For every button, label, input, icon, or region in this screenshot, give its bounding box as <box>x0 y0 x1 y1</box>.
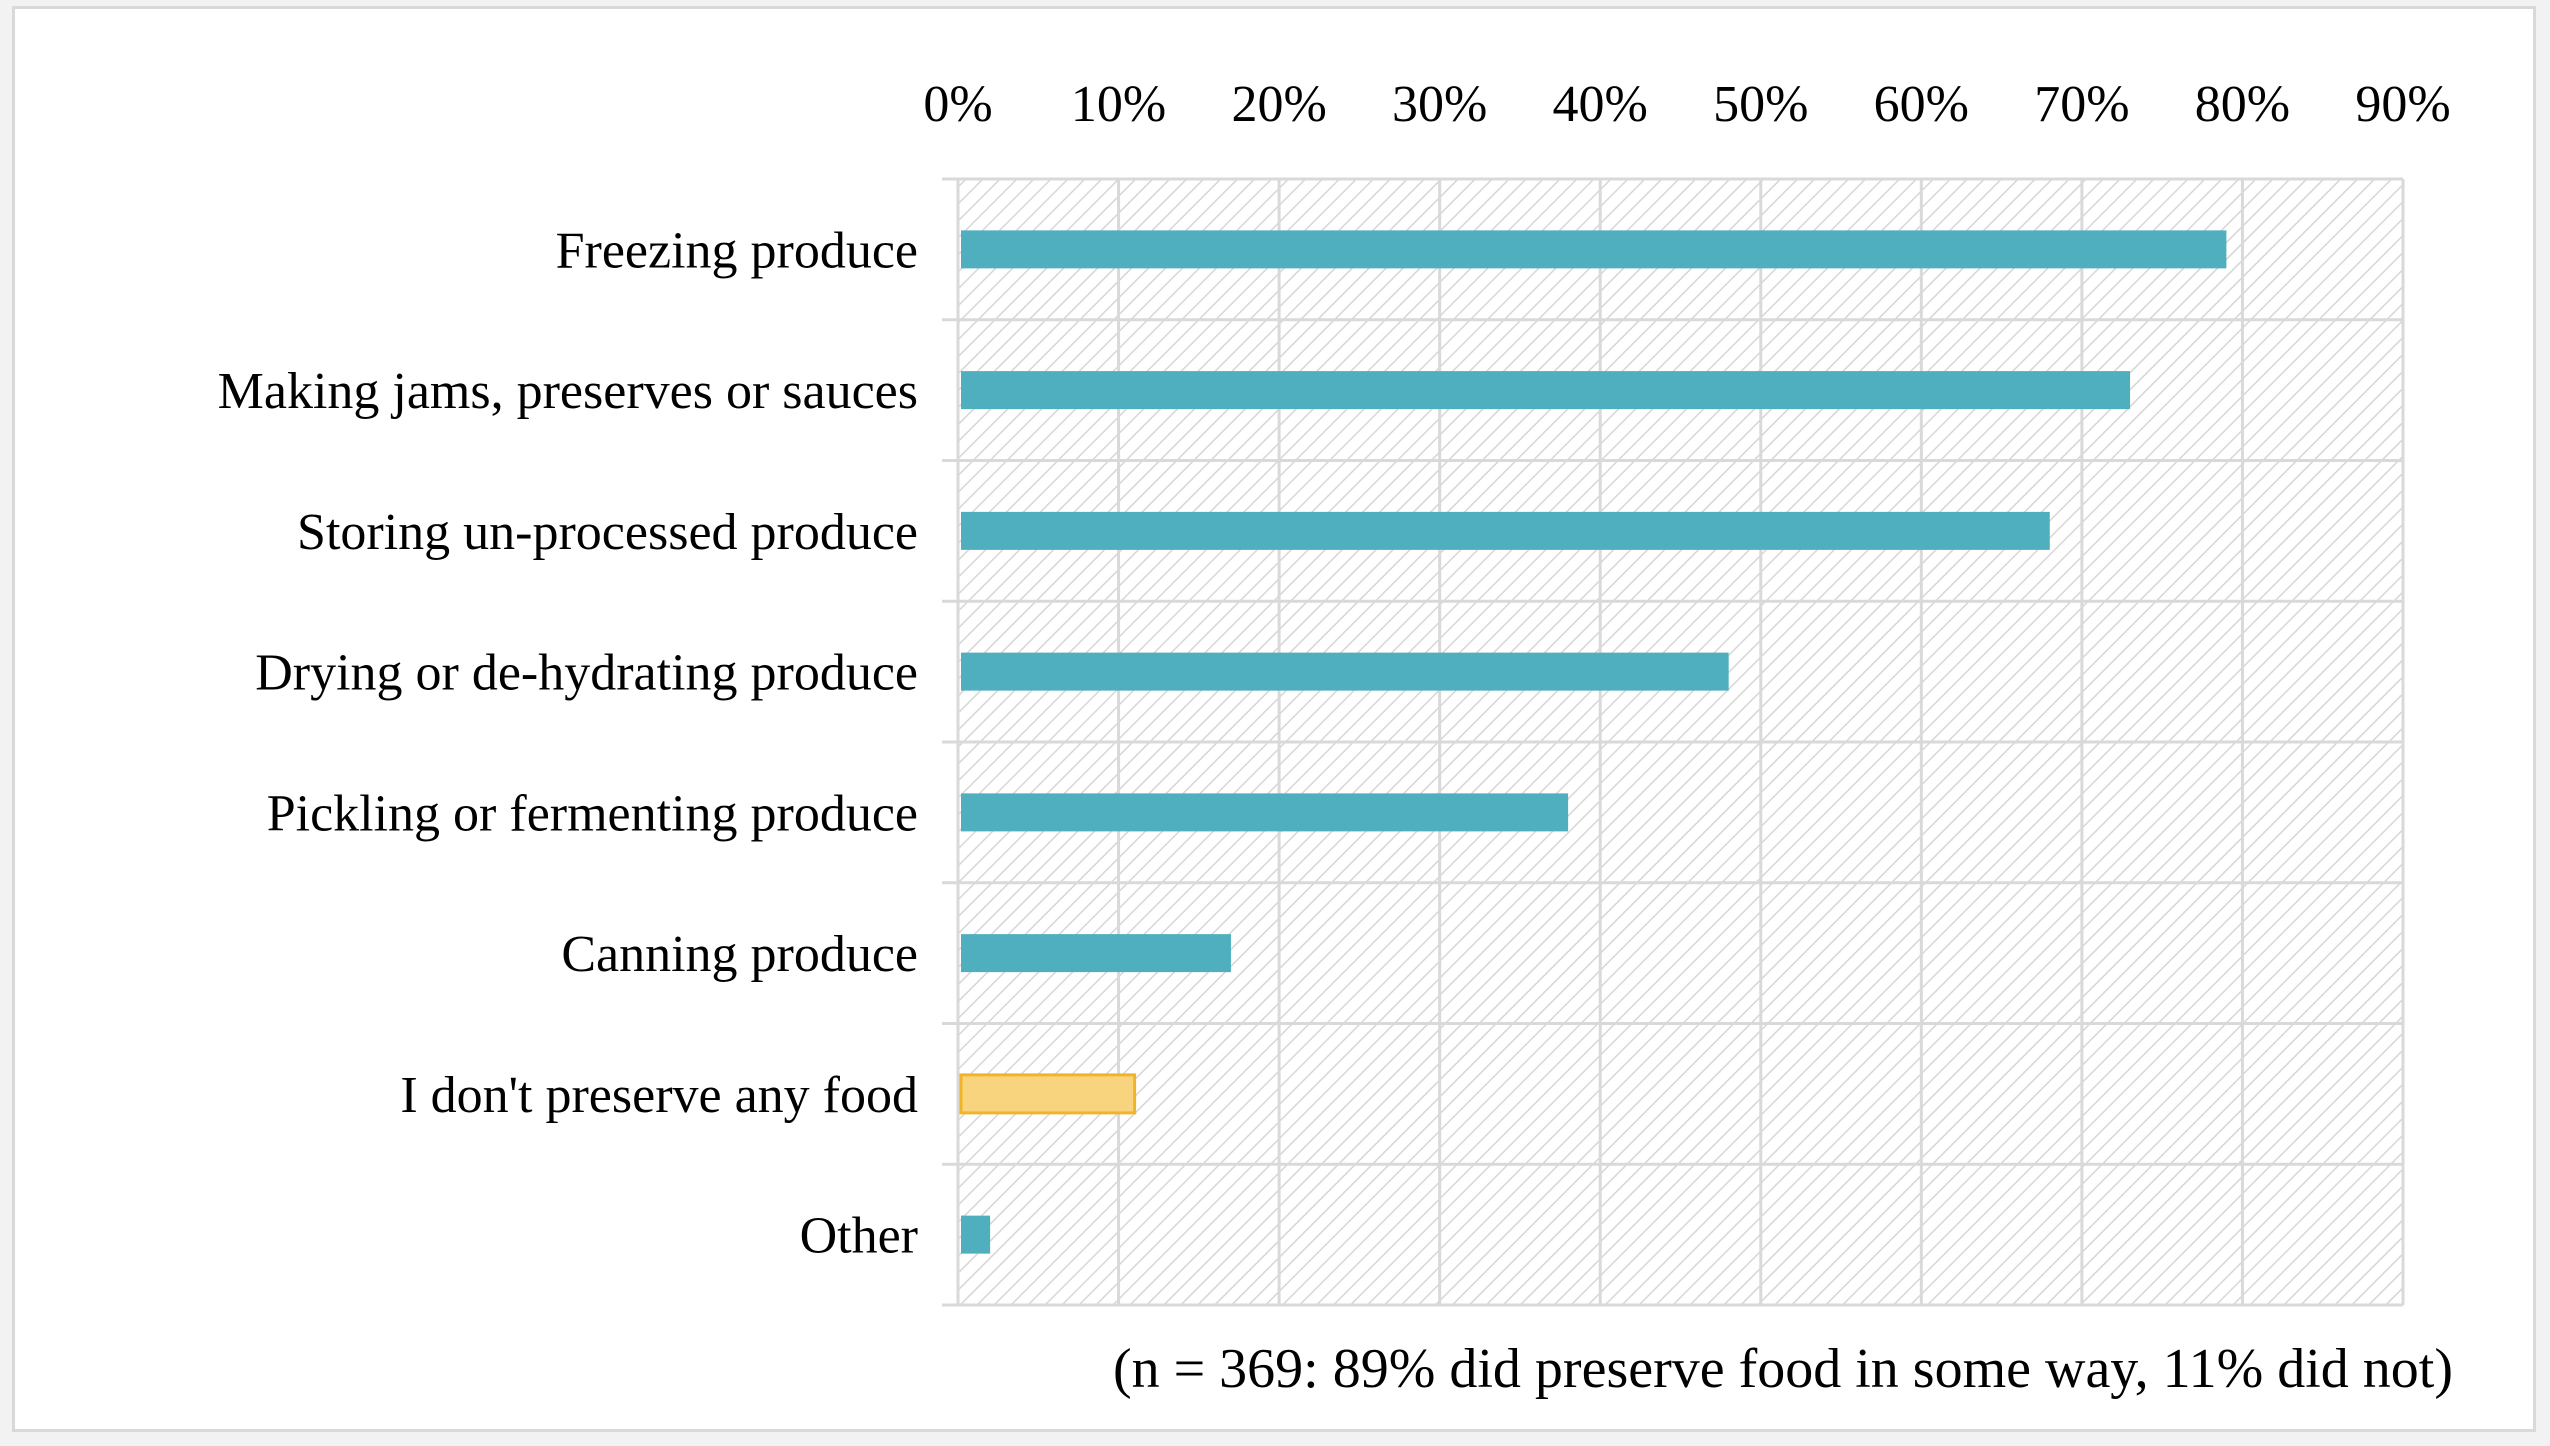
x-tick-label: 60% <box>1874 76 1969 133</box>
category-label: Making jams, preserves or sauces <box>218 363 918 420</box>
x-tick-label: 30% <box>1392 76 1487 133</box>
bar-0 <box>961 230 2227 269</box>
bar-6 <box>959 1073 1137 1115</box>
gridlines <box>942 177 2405 1307</box>
category-label: Pickling or fermenting produce <box>267 785 918 842</box>
x-tick-label: 90% <box>2355 76 2450 133</box>
x-tick-label: 10% <box>1071 76 1166 133</box>
x-tick-label: 40% <box>1553 76 1648 133</box>
x-tick-label: 70% <box>2034 76 2129 133</box>
bars <box>959 230 2227 1254</box>
bar-2 <box>961 511 2050 550</box>
category-label: Storing un-processed produce <box>297 504 918 561</box>
bar-5 <box>961 934 1231 973</box>
x-tick-label: 0% <box>923 76 992 133</box>
x-tick-label: 50% <box>1713 76 1808 133</box>
chart-frame: 0% 10% 20% 30% 40% 50% 60% 70% 80% 90% Freezing p… <box>12 6 2536 1432</box>
category-label: Other <box>800 1208 918 1265</box>
bar-4 <box>961 793 1569 832</box>
category-label: I don't preserve any food <box>400 1067 918 1124</box>
x-tick-label: 80% <box>2195 76 2290 133</box>
bar-3 <box>961 652 1729 691</box>
bar-chart: 0% 10% 20% 30% 40% 50% 60% 70% 80% 90% Freezing p… <box>218 76 2453 1400</box>
x-tick-label: 20% <box>1231 76 1326 133</box>
sample-note: (n = 369: 89% did preserve food in some … <box>1113 1338 2453 1400</box>
bar-7 <box>961 1215 991 1254</box>
bar-1 <box>961 371 2131 410</box>
x-axis-ticks: 0% 10% 20% 30% 40% 50% 60% 70% 80% 90% <box>923 76 2450 133</box>
category-label: Freezing produce <box>556 222 918 279</box>
category-labels: Freezing produce Making jams, preserves o… <box>218 222 918 1264</box>
category-label: Drying or de-hydrating produce <box>255 645 918 702</box>
category-label: Canning produce <box>561 926 918 983</box>
